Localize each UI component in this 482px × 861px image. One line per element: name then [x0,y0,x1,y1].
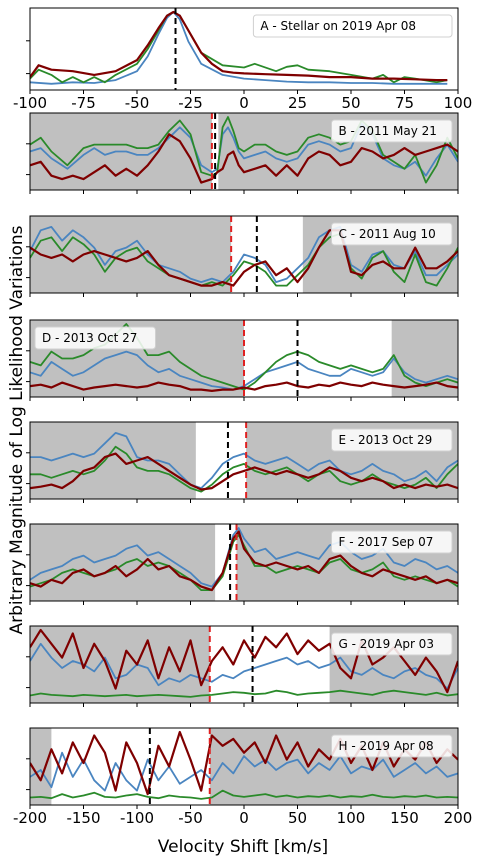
x-tick-label: 200 [444,809,473,827]
panel-5: F - 2017 Sep 07 [26,523,459,605]
series-line-blue [30,350,458,391]
x-tick-label: 25 [288,94,307,112]
series-line-green [30,232,458,287]
x-tick-label: -50 [178,809,203,827]
x-axis-label: Velocity Shift [km/s] [158,837,328,857]
x-tick-label: 100 [337,809,366,827]
series-line-darkred [30,452,458,491]
panel-4: E - 2013 Oct 29 [26,421,459,503]
legend-box [34,326,156,350]
series-line-blue [30,751,458,792]
panel-label: A - Stellar on 2019 Apr 08 [260,19,416,33]
panel-label: D - 2013 Oct 27 [42,331,137,345]
panel-label: B - 2011 May 21 [339,124,437,138]
series-line-blue [30,11,448,85]
series-line-darkred [30,10,448,82]
panel-plot-area [30,728,458,805]
x-tick-label: 100 [444,94,473,112]
legend-box [331,428,453,452]
x-tick-label: -25 [178,94,203,112]
panels: -100 -75 -50 -25 0 25 50 75 100 A - Stellar on 20… [13,7,473,827]
legend-box [331,119,453,143]
shaded-region [30,728,52,805]
series-line-green [30,789,458,800]
legend-box [252,14,453,38]
legend-box [331,632,453,656]
legend-box [331,222,453,246]
panel-label: F - 2017 Sep 07 [339,535,434,549]
panel-0: -100 -75 -50 -25 0 25 50 75 100 A - Stellar on 20… [13,7,473,112]
series-line-blue [30,226,458,283]
series-line-blue [30,432,458,489]
x-tick-label: -75 [71,94,96,112]
panel-label: E - 2013 Oct 29 [339,433,433,447]
x-tick-label: -100 [13,94,47,112]
x-tick-label: 150 [390,809,419,827]
x-tick-label: 75 [395,94,414,112]
x-tick-label: 50 [288,809,307,827]
series-line-darkred [30,530,458,592]
panel-label: C - 2011 Aug 10 [339,227,436,241]
x-tick-label: -150 [66,809,100,827]
panel-6: G - 2019 Apr 03 [26,625,459,707]
shaded-region [30,626,210,703]
panel-3: D - 2013 Oct 27 [26,319,459,401]
legend-box [331,734,453,758]
panel-plot-area [30,8,448,90]
x-tick-label: 0 [239,94,249,112]
series-line-green [30,689,458,698]
series-line-darkred [30,381,458,392]
legend-box [331,530,453,554]
series-line-blue [30,642,458,690]
x-tick-label: 0 [239,809,249,827]
panel-7: -200 -150 -100 -50 0 50 100 150 200 H - 2019 Apr … [13,727,473,827]
panel-label: G - 2019 Apr 03 [339,637,434,651]
x-tick-label: -100 [120,809,154,827]
panel-label: H - 2019 Apr 08 [339,739,434,753]
series-line-green [30,116,458,184]
shaded-region [30,422,196,499]
series-line-darkred [30,229,458,287]
panel-2: C - 2011 Aug 10 [26,215,459,297]
series-line-darkred [30,133,458,184]
x-tick-label: -200 [13,809,47,827]
panel-plot-area [30,216,458,293]
shaded-region [30,524,216,601]
x-tick-label: -50 [125,94,150,112]
x-tick-label: 50 [341,94,360,112]
panel-1: B - 2011 May 21 [26,112,459,194]
y-axis-label: Arbitrary Magnitude of Log Likelihood Va… [7,225,27,634]
